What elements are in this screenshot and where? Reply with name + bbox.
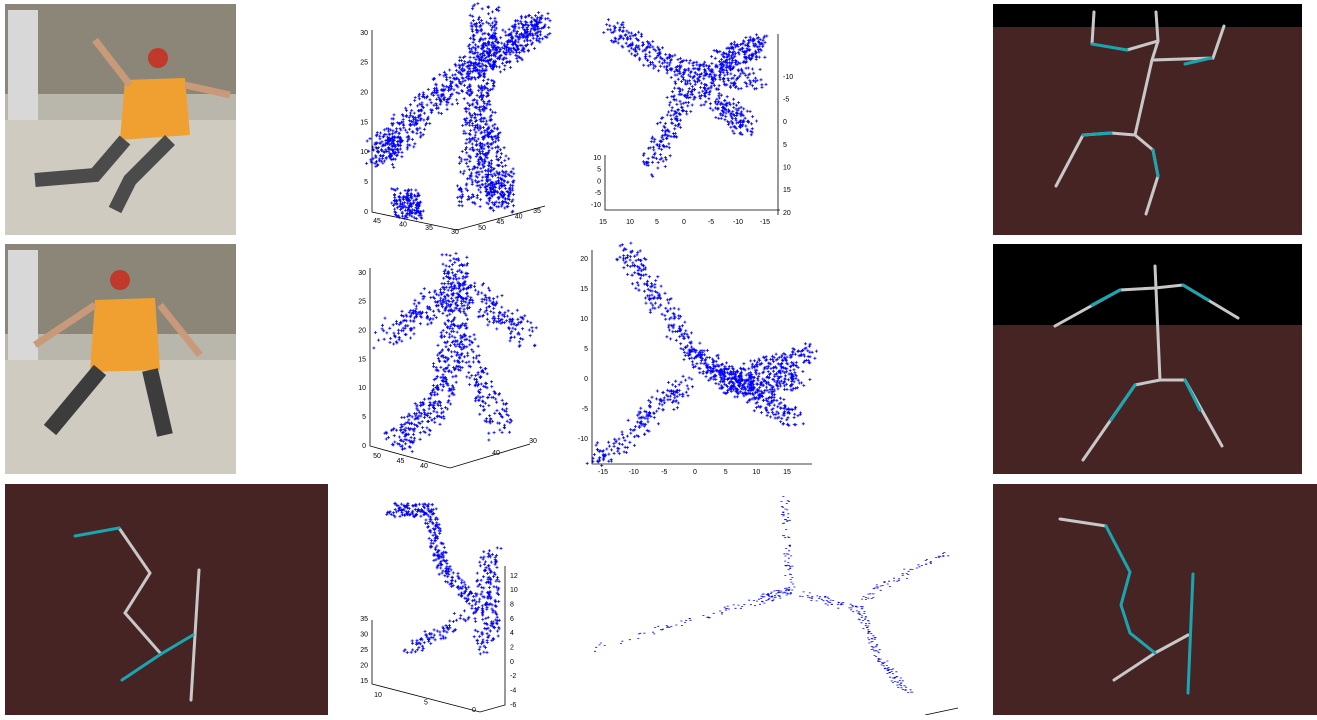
tick-label: 45 bbox=[373, 218, 381, 225]
tick-label: 20 bbox=[358, 328, 366, 335]
tick-label: 50 bbox=[478, 225, 486, 232]
tick-label: -10 bbox=[591, 202, 601, 209]
skeleton-panel bbox=[5, 484, 328, 715]
photo bbox=[5, 4, 236, 235]
tick-label: -15 bbox=[760, 219, 770, 226]
tick-label: 15 bbox=[599, 219, 607, 226]
tick-label: 40 bbox=[399, 222, 407, 229]
tick-label: 35 bbox=[533, 208, 541, 215]
tick-label: 10 bbox=[374, 692, 382, 699]
skeleton-panel bbox=[993, 484, 1317, 715]
tick-label: 10 bbox=[783, 165, 791, 172]
tick-label: 5 bbox=[597, 167, 601, 174]
tick-label: -4 bbox=[510, 688, 516, 695]
tick-label: -6 bbox=[510, 702, 516, 709]
tick-label: -5 bbox=[582, 406, 588, 413]
tick-label: 15 bbox=[360, 678, 368, 685]
tick-label: 30 bbox=[360, 631, 368, 638]
point-cloud bbox=[585, 241, 818, 468]
point-cloud bbox=[372, 251, 538, 454]
tick-label: -10 bbox=[629, 469, 639, 476]
tick-label: 5 bbox=[424, 699, 428, 706]
tick-label: 0 bbox=[693, 469, 697, 476]
point-cloud bbox=[594, 496, 950, 693]
tick-label: 15 bbox=[783, 469, 791, 476]
tick-label: 15 bbox=[783, 187, 791, 194]
tick-label: 40 bbox=[420, 463, 428, 470]
tick-label: -10 bbox=[783, 74, 793, 81]
tick-label: -15 bbox=[598, 469, 608, 476]
point-clouds bbox=[365, 2, 950, 693]
tick-label: -5 bbox=[708, 219, 714, 226]
tick-label: 0 bbox=[362, 443, 366, 450]
tick-label: 30 bbox=[451, 229, 459, 236]
tick-label: 0 bbox=[783, 119, 787, 126]
tick-label: 6 bbox=[510, 616, 514, 623]
tick-label: 5 bbox=[655, 219, 659, 226]
tick-label: 12 bbox=[510, 573, 518, 580]
tick-label: 45 bbox=[496, 219, 504, 226]
skeleton-panel bbox=[993, 244, 1302, 474]
tick-label: -10 bbox=[733, 219, 743, 226]
point-cloud bbox=[365, 2, 552, 221]
tick-label: 5 bbox=[724, 469, 728, 476]
tick-label: -5 bbox=[783, 97, 789, 104]
tick-label: 5 bbox=[584, 346, 588, 353]
tick-label: 10 bbox=[593, 155, 601, 162]
tick-label: 0 bbox=[364, 209, 368, 216]
tick-label: 10 bbox=[752, 469, 760, 476]
point-cloud bbox=[385, 501, 503, 656]
tick-label: 45 bbox=[397, 458, 405, 465]
photo bbox=[5, 244, 236, 474]
tick-label: 0 bbox=[584, 376, 588, 383]
tick-label: 0 bbox=[682, 219, 686, 226]
tick-label: 40 bbox=[515, 214, 523, 221]
tick-label: 4 bbox=[510, 630, 514, 637]
tick-label: 25 bbox=[360, 647, 368, 654]
tick-label: 25 bbox=[360, 60, 368, 67]
tick-label: -5 bbox=[595, 190, 601, 197]
tick-label: 5 bbox=[783, 142, 787, 149]
tick-label: 20 bbox=[360, 662, 368, 669]
tick-label: 30 bbox=[529, 438, 537, 445]
tick-label: 35 bbox=[360, 616, 368, 623]
tick-label: 20 bbox=[360, 90, 368, 97]
tick-label: 0 bbox=[472, 707, 476, 714]
tick-label: 50 bbox=[373, 453, 381, 460]
tick-label: 30 bbox=[360, 30, 368, 37]
tick-label: 10 bbox=[360, 149, 368, 156]
tick-label: 2 bbox=[510, 645, 514, 652]
axes bbox=[369, 30, 959, 716]
tick-label: 40 bbox=[492, 450, 500, 457]
tick-labels: 0510152025304540353050454035-10-50510152… bbox=[358, 30, 793, 714]
tick-label: 5 bbox=[362, 414, 366, 421]
tick-label: -10 bbox=[578, 436, 588, 443]
tick-label: 10 bbox=[580, 316, 588, 323]
tick-label: 10 bbox=[358, 385, 366, 392]
tick-label: 15 bbox=[580, 286, 588, 293]
tick-label: 15 bbox=[360, 119, 368, 126]
tick-label: 35 bbox=[425, 225, 433, 232]
tick-label: 25 bbox=[358, 299, 366, 306]
tick-label: 8 bbox=[510, 602, 514, 609]
skeleton-panel bbox=[993, 4, 1302, 235]
tick-label: 20 bbox=[580, 256, 588, 263]
tick-label: -5 bbox=[661, 469, 667, 476]
tick-label: 0 bbox=[510, 659, 514, 666]
tick-label: -2 bbox=[510, 673, 516, 680]
tick-label: 10 bbox=[510, 587, 518, 594]
tick-label: 20 bbox=[783, 210, 791, 217]
point-cloud bbox=[602, 18, 769, 178]
tick-label: 5 bbox=[364, 179, 368, 186]
tick-label: 10 bbox=[626, 219, 634, 226]
tick-label: 30 bbox=[358, 270, 366, 277]
tick-label: 0 bbox=[597, 178, 601, 185]
tick-label: 15 bbox=[358, 356, 366, 363]
